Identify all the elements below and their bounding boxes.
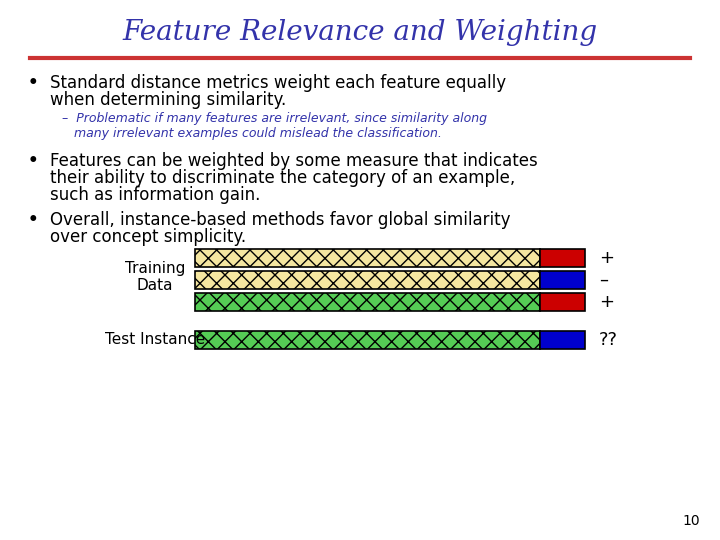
Text: Training: Training — [125, 261, 185, 276]
Text: ??: ?? — [599, 331, 618, 349]
Text: such as information gain.: such as information gain. — [50, 186, 261, 204]
Text: –  Problematic if many features are irrelevant, since similarity along: – Problematic if many features are irrel… — [62, 112, 487, 125]
Text: Standard distance metrics weight each feature equally: Standard distance metrics weight each fe… — [50, 74, 506, 92]
Text: Test Instance: Test Instance — [105, 333, 205, 348]
Bar — [195, 293, 540, 311]
Text: –: – — [599, 271, 608, 289]
Text: Overall, instance-based methods favor global similarity: Overall, instance-based methods favor gl… — [50, 211, 510, 229]
Text: Feature Relevance and Weighting: Feature Relevance and Weighting — [122, 19, 598, 46]
Text: •: • — [28, 211, 39, 229]
Text: Data: Data — [137, 278, 174, 293]
Text: •: • — [28, 152, 39, 170]
Text: over concept simplicity.: over concept simplicity. — [50, 228, 246, 246]
Bar — [540, 249, 585, 267]
Text: many irrelevant examples could mislead the classification.: many irrelevant examples could mislead t… — [62, 127, 442, 140]
Bar — [195, 331, 540, 349]
Text: •: • — [28, 74, 39, 92]
Bar — [540, 271, 585, 289]
Text: +: + — [599, 249, 614, 267]
Text: when determining similarity.: when determining similarity. — [50, 91, 287, 109]
Bar — [195, 271, 540, 289]
Text: Features can be weighted by some measure that indicates: Features can be weighted by some measure… — [50, 152, 538, 170]
Bar — [540, 331, 585, 349]
Bar — [195, 249, 540, 267]
Text: their ability to discriminate the category of an example,: their ability to discriminate the catego… — [50, 169, 516, 187]
Text: +: + — [599, 293, 614, 311]
Text: 10: 10 — [683, 514, 700, 528]
Bar — [540, 293, 585, 311]
